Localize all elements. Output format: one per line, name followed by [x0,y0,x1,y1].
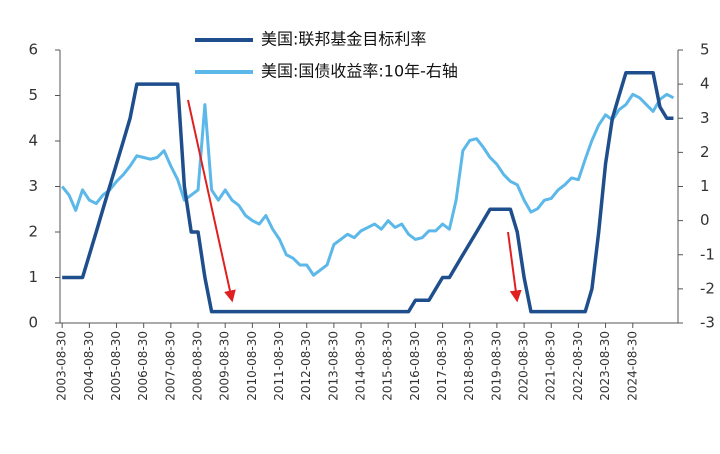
x-tick-label: 2008-08-30 [191,331,205,401]
series-line [60,92,675,277]
y-tick-label: 2 [28,223,38,241]
annotation-arrow [507,231,522,303]
y2-tick-label: -1 [700,245,715,263]
x-tick-label: 2020-08-30 [517,331,531,401]
x-tick-label: 2022-08-30 [571,331,585,401]
y-tick-label: 0 [28,314,38,332]
y2-tick-label: 0 [700,211,710,229]
y2-tick-label: 4 [700,75,710,93]
x-tick-label: 2014-08-30 [354,331,368,401]
x-tick-label: 2006-08-30 [136,331,150,401]
x-tick-label: 2010-08-30 [245,331,259,401]
x-tick-label: 2013-08-30 [326,331,340,401]
y2-tick-label: 1 [700,177,710,195]
x-tick-label: 2012-08-30 [299,331,313,401]
y2-tick-label: -2 [700,279,715,297]
plot [60,71,675,314]
x-tick-label: 2015-08-30 [381,331,395,401]
y2-tick-label: -3 [700,314,715,332]
y-tick-label: 1 [28,268,38,286]
legend-label: 美国:联邦基金目标利率 [261,30,426,49]
x-tick-label: 2007-08-30 [163,331,177,401]
x-tick-label: 2021-08-30 [544,331,558,401]
annotation-arrow [187,99,236,303]
y-tick-label: 5 [28,86,38,104]
x-tick-label: 2009-08-30 [218,331,232,401]
y2-tick-label: 5 [700,41,710,59]
x-tick-label: 2005-08-30 [109,331,123,401]
x-tick-label: 2023-08-30 [598,331,612,401]
x-tick-label: 2019-08-30 [489,331,503,401]
y2-tick-label: 2 [700,143,710,161]
x-tick-label: 2024-08-30 [625,331,639,401]
x-tick-label: 2017-08-30 [435,331,449,401]
y-tick-label: 3 [28,177,38,195]
y2-tick-label: 3 [700,109,710,127]
x-tick-label: 2004-08-30 [82,331,96,401]
x-tick-label: 2018-08-30 [462,331,476,401]
x-tick-label: 2016-08-30 [408,331,422,401]
series-line [62,71,674,314]
y-tick-label: 4 [28,132,38,150]
x-tick-label: 2003-08-30 [55,331,69,401]
legend-label: 美国:国债收益率:10年-右轴 [261,62,458,81]
y-tick-label: 6 [28,41,38,59]
x-tick-label: 2011-08-30 [272,331,286,401]
